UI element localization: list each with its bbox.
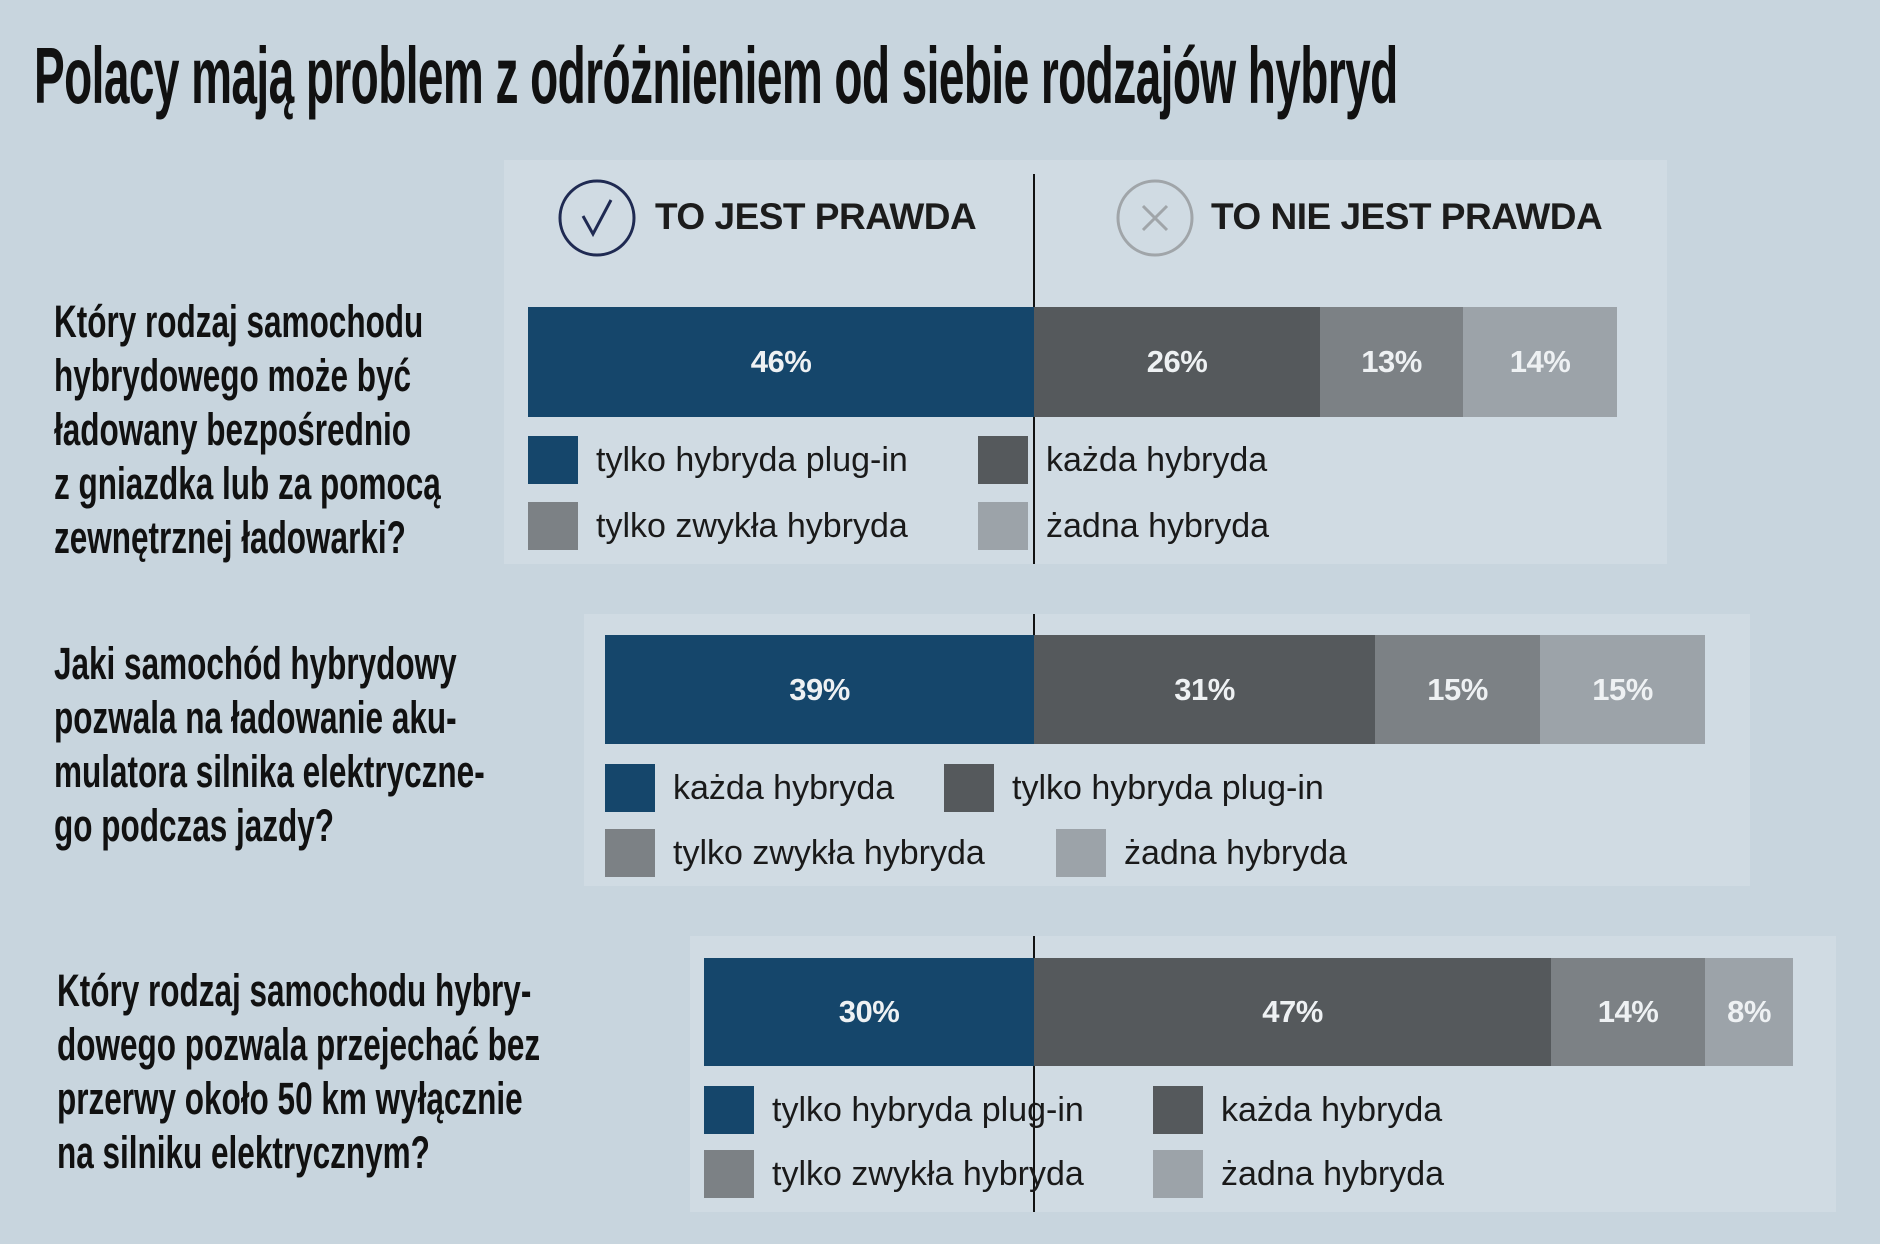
- bar-value-label: 14%: [1597, 994, 1659, 1029]
- legend-label: tylko hybryda plug-in: [596, 441, 908, 479]
- question-line: przerwy około 50 km wyłącznie: [57, 1073, 523, 1124]
- question-text: Który rodzaj samochodu hybrydowego może b…: [54, 295, 441, 565]
- bar-value-label: 30%: [838, 994, 900, 1029]
- bar-value-label: 47%: [1262, 994, 1323, 1029]
- bar-value-label: 26%: [1146, 344, 1208, 379]
- x-circle-icon: [1116, 179, 1194, 257]
- question-text: Który rodzaj samochodu hybry-dowego pozw…: [57, 964, 540, 1180]
- bar-segment: 31%: [1034, 635, 1375, 744]
- bar-value-label: 15%: [1592, 671, 1653, 707]
- bar-value-label: 46%: [750, 344, 812, 379]
- question-line: pozwala na ładowanie aku-: [54, 692, 457, 743]
- legend-swatch: [528, 502, 578, 550]
- legend-swatch: [605, 764, 655, 812]
- legend-swatch: [605, 829, 655, 877]
- bar-value-label: 39%: [789, 671, 850, 707]
- legend-swatch: [944, 764, 994, 812]
- legend-swatch: [704, 1086, 754, 1134]
- legend-label: tylko hybryda plug-in: [772, 1091, 1084, 1129]
- bar-segment: 26%: [1034, 307, 1320, 417]
- bar-value-label: 13%: [1361, 344, 1422, 379]
- legend-swatch: [1153, 1150, 1203, 1198]
- bar-segment: 8%: [1705, 958, 1793, 1066]
- bar-segment: 14%: [1463, 307, 1617, 417]
- question-line: Jaki samochód hybrydowy: [54, 638, 457, 689]
- bar-segment: 46%: [528, 307, 1034, 417]
- legend-label: tylko hybryda plug-in: [1012, 769, 1324, 807]
- header-false: TO NIE JEST PRAWDA: [1211, 196, 1603, 237]
- bar-segment: 15%: [1375, 635, 1540, 744]
- legend-swatch: [528, 436, 578, 484]
- legend-label: żadna hybryda: [1221, 1155, 1445, 1193]
- legend-label: tylko zwykła hybryda: [596, 507, 908, 545]
- bar-segment: 30%: [704, 958, 1034, 1066]
- legend-label: tylko zwykła hybryda: [673, 834, 985, 872]
- question-line: ładowany bezpośrednio: [54, 404, 412, 455]
- check-circle-icon: [558, 179, 636, 257]
- legend-label: żadna hybryda: [1124, 834, 1348, 872]
- legend-label: tylko zwykła hybryda: [772, 1155, 1084, 1193]
- bar-segment: 39%: [605, 635, 1034, 744]
- legend-label: żadna hybryda: [1046, 507, 1270, 545]
- legend-label: każda hybryda: [1221, 1091, 1443, 1129]
- question-line: go podczas jazdy?: [54, 800, 335, 851]
- bar-segment: 13%: [1320, 307, 1463, 417]
- legend-swatch: [978, 502, 1028, 550]
- question-line: hybrydowego może być: [54, 350, 412, 401]
- question-line: Który rodzaj samochodu hybry-: [57, 965, 532, 1016]
- question-text: Jaki samochód hybrydowy pozwala na ładowa…: [54, 637, 485, 853]
- question-line: z gniazdka lub za pomocą: [54, 458, 441, 509]
- bar-value-label: 8%: [1727, 994, 1771, 1029]
- bar-segment: 15%: [1540, 635, 1705, 744]
- question-line: Który rodzaj samochodu: [54, 296, 424, 347]
- divider-line-3: [1033, 936, 1035, 1212]
- bar-value-label: 31%: [1174, 671, 1235, 707]
- bar-segment: 14%: [1551, 958, 1705, 1066]
- legend-label: każda hybryda: [673, 769, 895, 807]
- bar-value-label: 15%: [1427, 671, 1488, 707]
- bar-value-label: 14%: [1509, 344, 1571, 379]
- legend-swatch: [704, 1150, 754, 1198]
- question-line: zewnętrznej ładowarki?: [54, 512, 406, 563]
- question-line: mulatora silnika elektryczne-: [54, 746, 485, 797]
- legend-swatch: [1153, 1086, 1203, 1134]
- legend-swatch: [1056, 829, 1106, 877]
- header-true: TO JEST PRAWDA: [655, 196, 977, 237]
- legend-label: każda hybryda: [1046, 441, 1268, 479]
- legend-swatch: [978, 436, 1028, 484]
- bar-segment: 47%: [1034, 958, 1551, 1066]
- page-title: Polacy mają problem z odróżnieniem od si…: [34, 31, 1398, 120]
- question-line: na silniku elektrycznym?: [57, 1127, 430, 1178]
- question-line: dowego pozwala przejechać bez: [57, 1019, 541, 1070]
